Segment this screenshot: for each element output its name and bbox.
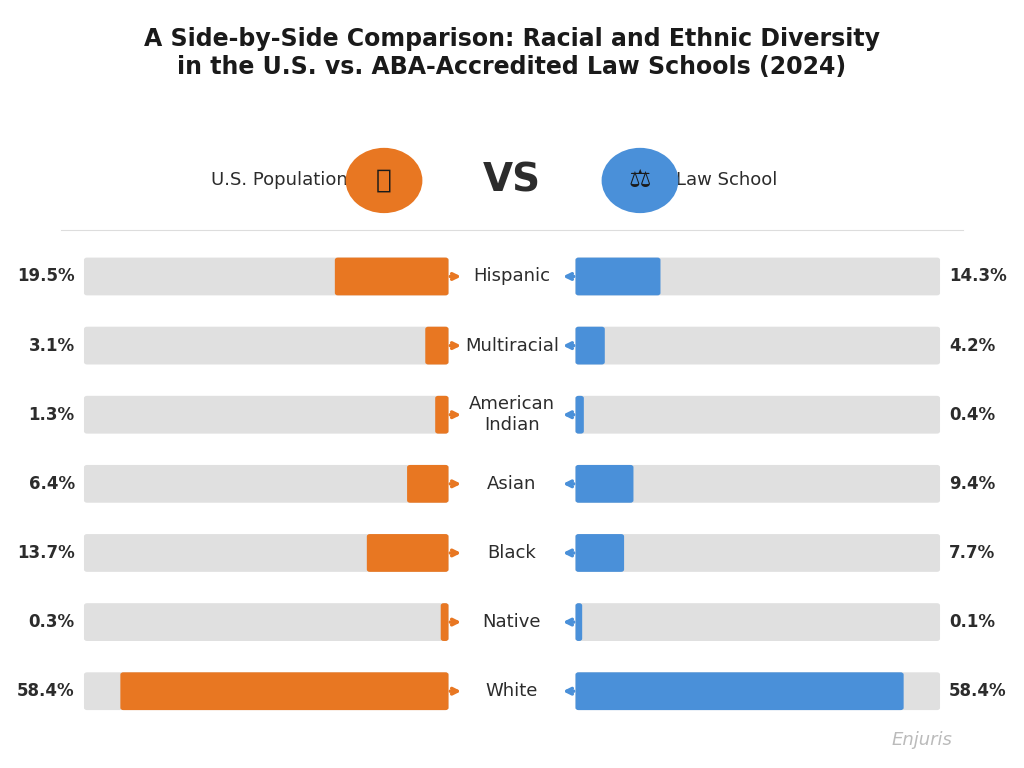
Text: White: White [485, 682, 539, 700]
FancyBboxPatch shape [408, 465, 449, 503]
FancyBboxPatch shape [425, 326, 449, 365]
Ellipse shape [602, 148, 679, 214]
FancyBboxPatch shape [575, 672, 940, 710]
FancyBboxPatch shape [84, 257, 449, 296]
Text: 3.1%: 3.1% [29, 336, 75, 355]
FancyBboxPatch shape [84, 326, 449, 365]
FancyBboxPatch shape [84, 534, 449, 572]
Text: 6.4%: 6.4% [29, 475, 75, 493]
FancyBboxPatch shape [440, 603, 449, 641]
FancyBboxPatch shape [335, 257, 449, 296]
Text: Black: Black [487, 544, 537, 562]
FancyBboxPatch shape [575, 603, 583, 641]
FancyBboxPatch shape [121, 672, 449, 710]
FancyBboxPatch shape [575, 603, 940, 641]
FancyBboxPatch shape [84, 465, 449, 503]
Text: 7.7%: 7.7% [949, 544, 995, 562]
FancyBboxPatch shape [84, 396, 449, 434]
FancyBboxPatch shape [84, 603, 449, 641]
Text: 9.4%: 9.4% [949, 475, 995, 493]
Ellipse shape [346, 148, 422, 214]
Text: 58.4%: 58.4% [949, 682, 1007, 700]
FancyBboxPatch shape [575, 396, 940, 434]
Text: VS: VS [483, 161, 541, 200]
Text: 14.3%: 14.3% [949, 267, 1007, 286]
FancyBboxPatch shape [575, 396, 584, 434]
Text: 4.2%: 4.2% [949, 336, 995, 355]
FancyBboxPatch shape [575, 465, 634, 503]
Text: 13.7%: 13.7% [17, 544, 75, 562]
Text: 👥: 👥 [376, 167, 392, 194]
FancyBboxPatch shape [575, 465, 940, 503]
Text: 1.3%: 1.3% [29, 406, 75, 424]
FancyBboxPatch shape [435, 396, 449, 434]
FancyBboxPatch shape [575, 534, 940, 572]
FancyBboxPatch shape [575, 672, 903, 710]
Text: American
Indian: American Indian [469, 396, 555, 434]
Text: Law School: Law School [676, 171, 777, 190]
FancyBboxPatch shape [575, 326, 940, 365]
Text: Multiracial: Multiracial [465, 336, 559, 355]
Text: 0.4%: 0.4% [949, 406, 995, 424]
FancyBboxPatch shape [84, 672, 449, 710]
Text: ⚖: ⚖ [629, 168, 651, 193]
Text: Hispanic: Hispanic [473, 267, 551, 286]
Text: 58.4%: 58.4% [17, 682, 75, 700]
FancyBboxPatch shape [367, 534, 449, 572]
FancyBboxPatch shape [575, 534, 624, 572]
FancyBboxPatch shape [575, 257, 940, 296]
Text: U.S. Population: U.S. Population [211, 171, 348, 190]
Text: 0.3%: 0.3% [29, 613, 75, 631]
FancyBboxPatch shape [575, 257, 660, 296]
Text: Native: Native [482, 613, 542, 631]
Text: Enjuris: Enjuris [892, 731, 952, 749]
FancyBboxPatch shape [575, 326, 605, 365]
Text: 0.1%: 0.1% [949, 613, 995, 631]
Text: Asian: Asian [487, 475, 537, 493]
Text: 19.5%: 19.5% [17, 267, 75, 286]
Text: A Side-by-Side Comparison: Racial and Ethnic Diversity
in the U.S. vs. ABA-Accre: A Side-by-Side Comparison: Racial and Et… [144, 27, 880, 78]
